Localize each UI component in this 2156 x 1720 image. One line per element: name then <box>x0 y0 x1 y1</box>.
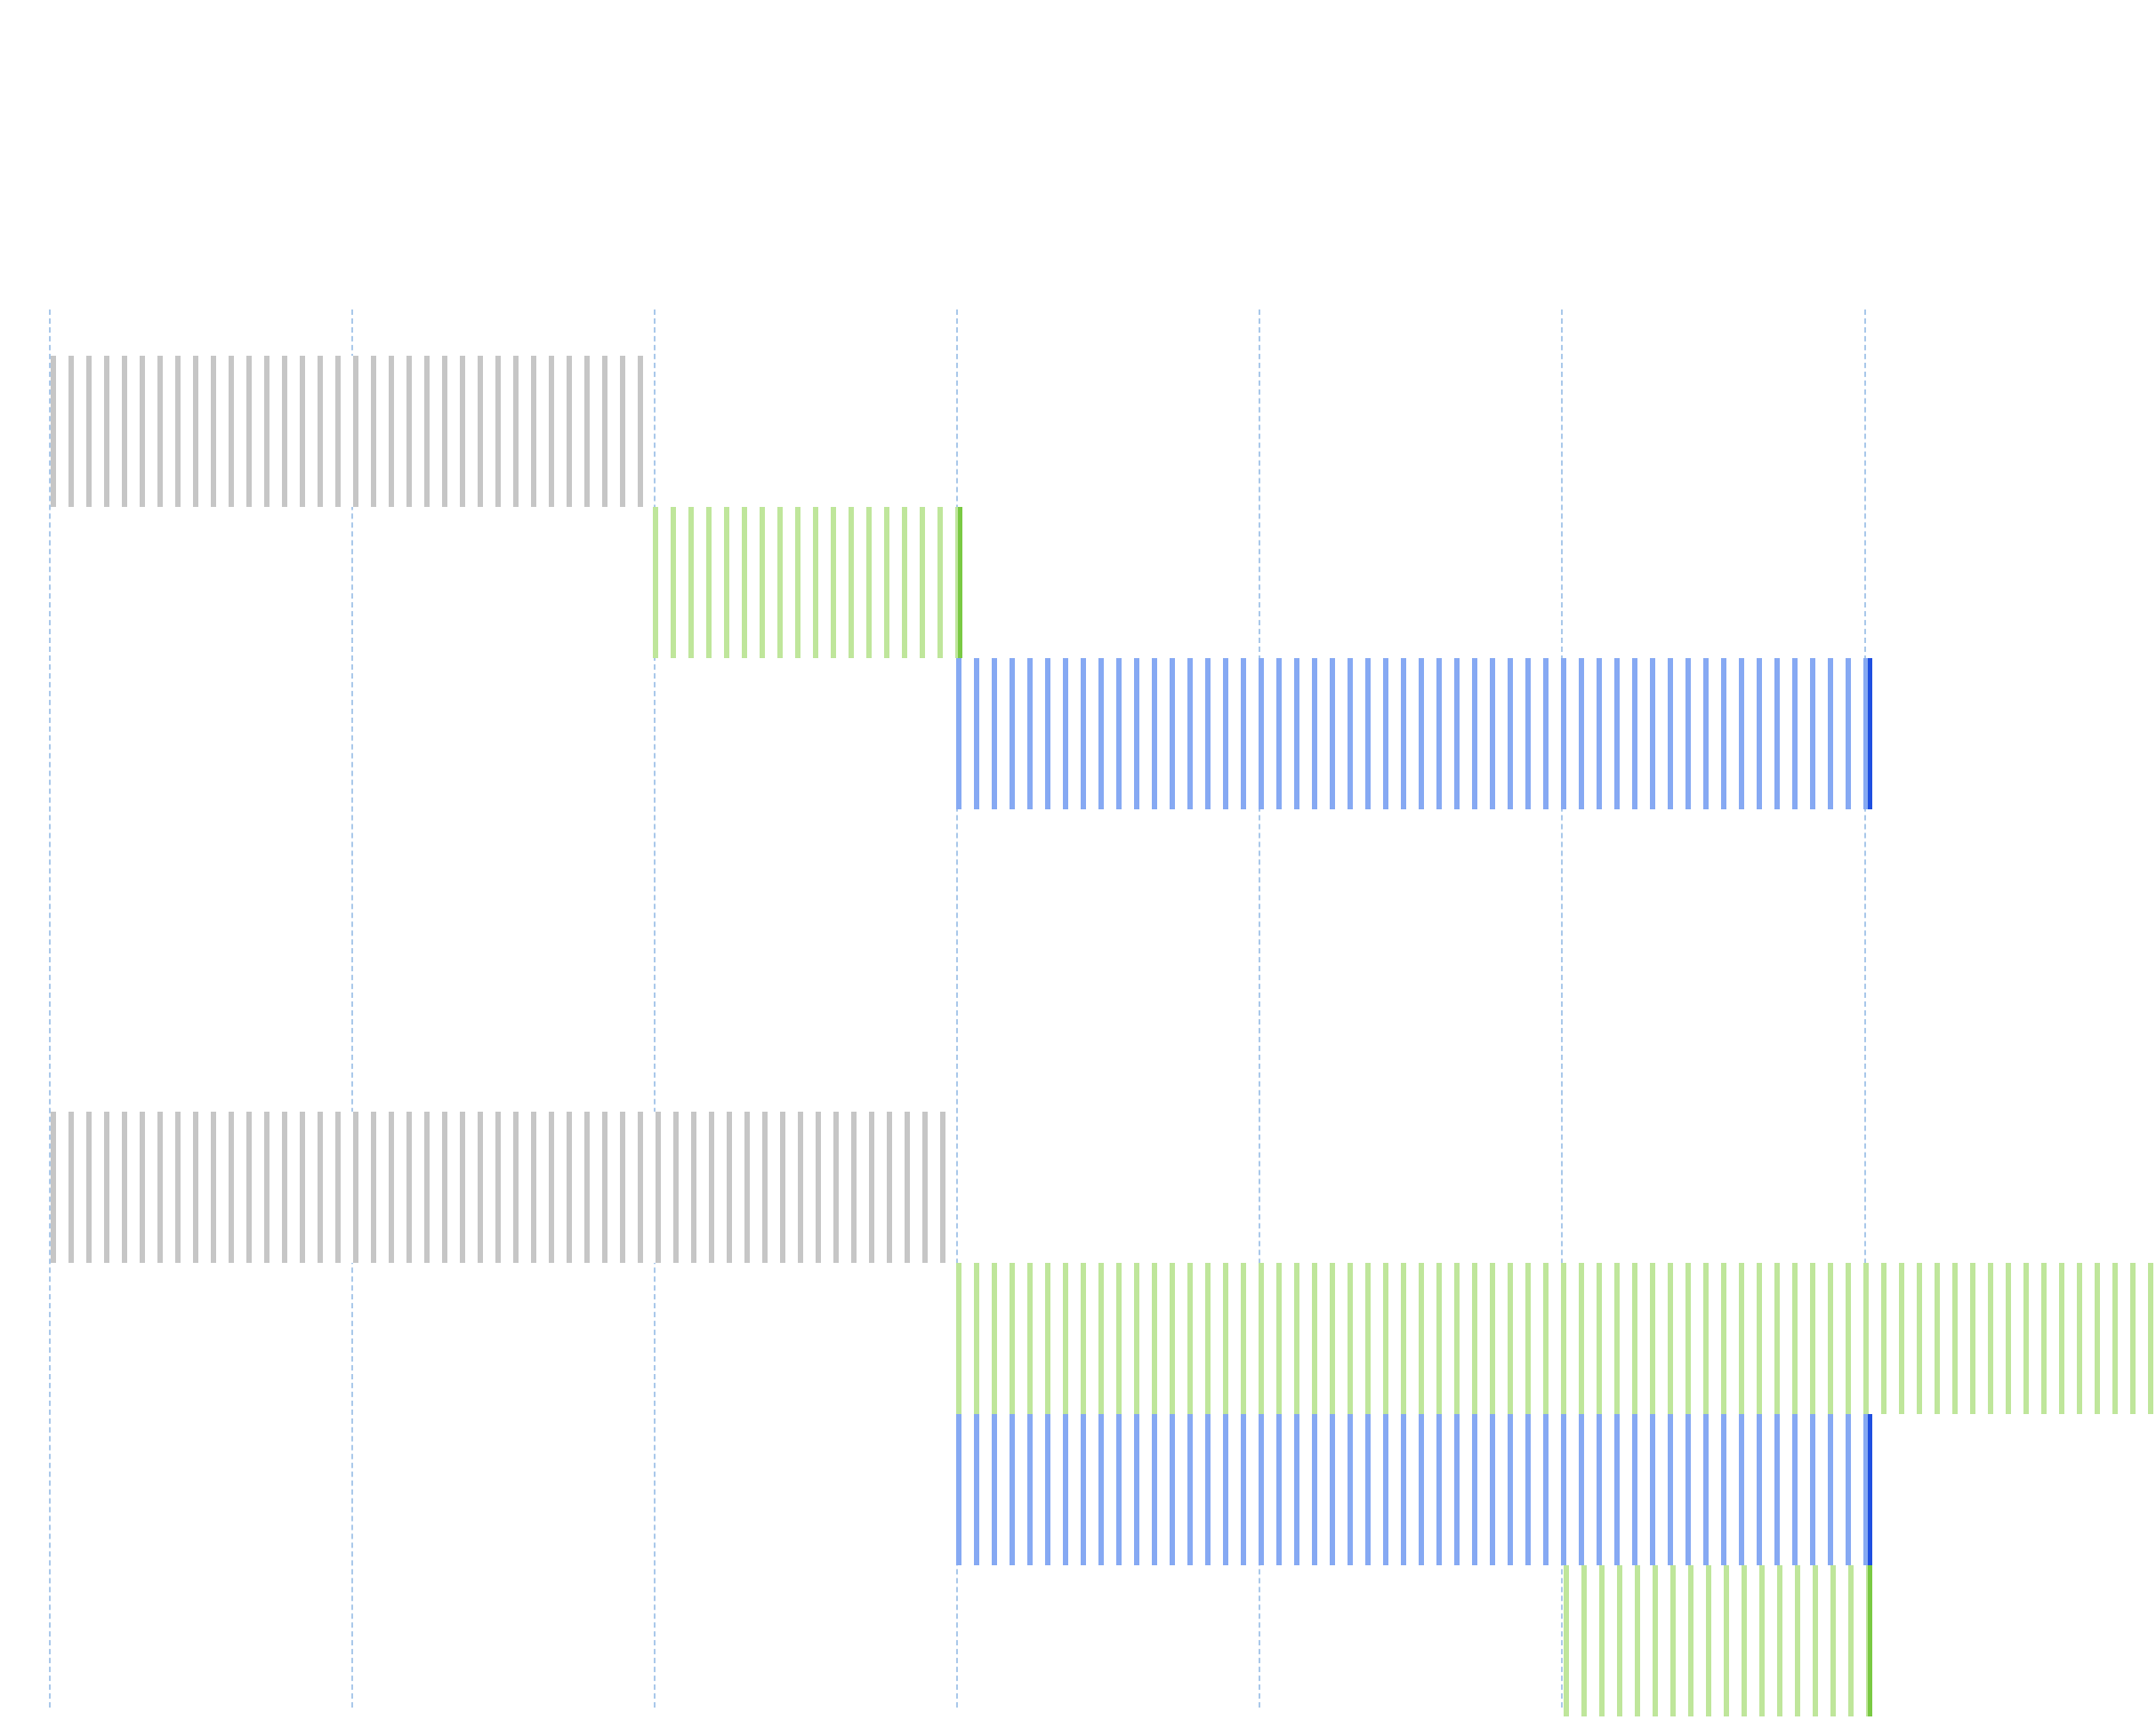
bar-stripes <box>51 1112 949 1263</box>
gridline <box>956 309 958 1708</box>
gridline <box>351 309 353 1708</box>
gridline <box>654 309 656 1708</box>
task-bar[interactable] <box>51 356 643 507</box>
gridline <box>49 309 51 1708</box>
bar-stripes <box>1564 1565 1868 1716</box>
task-bar[interactable] <box>653 507 962 658</box>
task-bar[interactable] <box>1564 1565 1872 1716</box>
bar-stripes <box>653 507 958 658</box>
task-bar[interactable] <box>956 1414 1872 1565</box>
bar-stripes <box>51 356 643 507</box>
task-bar[interactable] <box>956 658 1872 809</box>
bar-stripes <box>956 658 1868 809</box>
gridline <box>1864 309 1866 1708</box>
task-bar[interactable] <box>51 1112 949 1263</box>
task-bar[interactable] <box>956 1263 2156 1414</box>
bar-stripes <box>956 1263 2156 1414</box>
bar-stripes <box>956 1414 1868 1565</box>
gridline <box>1561 309 1563 1708</box>
gridline <box>1259 309 1260 1708</box>
